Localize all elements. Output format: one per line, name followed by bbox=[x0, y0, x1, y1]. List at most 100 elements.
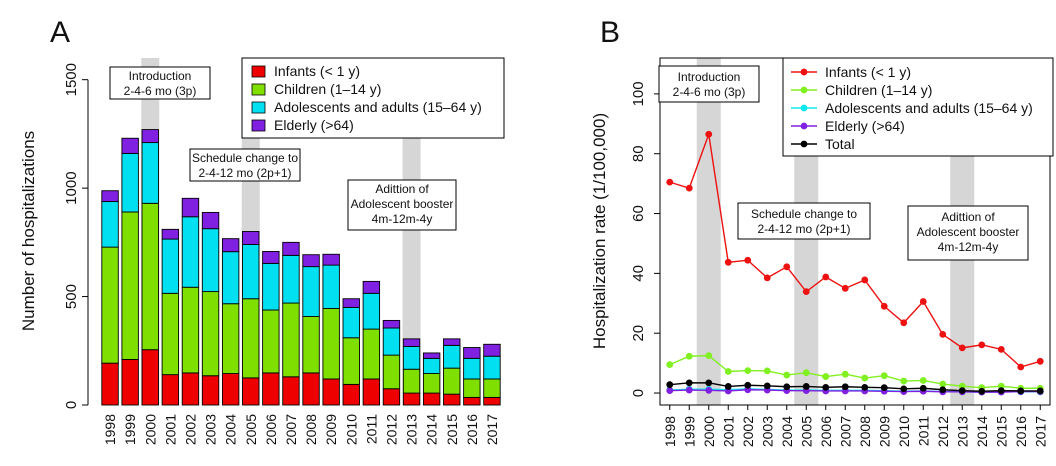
x-tick-label: 2002 bbox=[740, 416, 756, 447]
bar-segment bbox=[262, 262, 280, 311]
bar-segment bbox=[483, 355, 501, 380]
data-point bbox=[1036, 357, 1044, 365]
y-tick-label: 40 bbox=[630, 265, 647, 282]
data-point bbox=[1017, 387, 1025, 395]
bar-segment bbox=[201, 228, 220, 293]
legend-label: Children (1–14 y) bbox=[825, 82, 932, 98]
legend-label: Total bbox=[825, 136, 855, 152]
x-tick-label: 2001 bbox=[162, 414, 178, 445]
data-point bbox=[939, 331, 947, 338]
bar-segment bbox=[282, 254, 300, 304]
bar-segment bbox=[422, 392, 441, 406]
bar-segment bbox=[101, 246, 119, 364]
bar-segment bbox=[382, 388, 401, 406]
legend-label: Elderly (>64) bbox=[825, 118, 905, 134]
bar-segment bbox=[141, 349, 159, 406]
data-point bbox=[841, 383, 849, 391]
bar-segment bbox=[322, 264, 340, 309]
bar-segment bbox=[322, 308, 340, 380]
bar-segment bbox=[161, 374, 180, 406]
annotation-box bbox=[737, 202, 871, 240]
x-tick-label: 2011 bbox=[915, 416, 931, 446]
bar-segment bbox=[443, 344, 461, 369]
bar-segment bbox=[422, 357, 441, 375]
x-tick-label: 2001 bbox=[720, 416, 736, 447]
x-tick-label: 2000 bbox=[701, 416, 717, 447]
stacked-bar-chart: 0 500 1000 1500 Number of hospitalizations 19… bbox=[19, 57, 505, 445]
bar-segment bbox=[302, 316, 320, 374]
highlight-band bbox=[402, 58, 421, 405]
x-tick-label: 2009 bbox=[876, 416, 892, 447]
panel-label-b: B bbox=[600, 16, 620, 49]
bar-segment bbox=[221, 373, 240, 406]
bar-segment bbox=[282, 302, 300, 378]
bar-segment bbox=[181, 197, 200, 218]
bar-segment bbox=[382, 354, 401, 390]
data-point bbox=[666, 178, 674, 186]
data-point bbox=[685, 352, 693, 360]
data-point bbox=[685, 184, 693, 192]
legend-swatch bbox=[251, 83, 266, 96]
panel-label-a: A bbox=[50, 16, 70, 49]
y-tick-label: 1000 bbox=[63, 171, 80, 204]
data-point bbox=[978, 387, 986, 395]
bar-segment bbox=[402, 392, 421, 406]
data-point bbox=[978, 341, 986, 349]
data-point bbox=[900, 319, 908, 327]
data-point bbox=[666, 381, 674, 389]
bar-segment bbox=[242, 298, 260, 379]
bar-segment bbox=[161, 292, 180, 376]
x-tick-label: 1999 bbox=[681, 416, 697, 447]
highlight-band bbox=[696, 58, 721, 405]
data-point bbox=[763, 274, 771, 282]
data-point bbox=[666, 387, 674, 395]
data-point bbox=[705, 386, 713, 394]
bar-segment bbox=[221, 238, 240, 253]
bar-segment bbox=[141, 142, 159, 204]
legend-label: Elderly (>64) bbox=[274, 117, 354, 133]
bar-segment bbox=[262, 372, 280, 406]
x-tick-label: 2006 bbox=[818, 416, 834, 447]
annotation-box bbox=[109, 66, 211, 100]
x-tick-label: 2010 bbox=[896, 416, 912, 447]
x-tick-label: 1999 bbox=[122, 414, 138, 445]
bar-segment bbox=[302, 266, 320, 317]
legend-swatch bbox=[251, 65, 266, 78]
data-point bbox=[783, 263, 791, 271]
x-tick-label: 2005 bbox=[798, 416, 814, 447]
data-point bbox=[841, 370, 849, 378]
bar-segment bbox=[101, 190, 119, 203]
legend-marker bbox=[800, 68, 808, 76]
data-point bbox=[880, 302, 888, 310]
data-point bbox=[783, 371, 791, 379]
x-tick-label: 2000 bbox=[142, 414, 158, 445]
legend-swatch bbox=[251, 119, 266, 132]
annotation-text: 2-4-12 mo (2p+1) bbox=[198, 166, 291, 180]
data-point bbox=[822, 273, 830, 281]
bar-segment bbox=[201, 291, 220, 377]
data-point bbox=[997, 345, 1005, 353]
data-point bbox=[900, 377, 908, 385]
bar-segment bbox=[181, 216, 200, 288]
x-tick-label: 2013 bbox=[954, 416, 970, 447]
bar-segment bbox=[322, 253, 340, 266]
data-point bbox=[724, 368, 732, 375]
data-point bbox=[919, 298, 927, 305]
x-tick-label: 2003 bbox=[759, 416, 775, 447]
annotation-text: Adittion of bbox=[375, 182, 429, 196]
bar-segment bbox=[463, 396, 481, 406]
data-point bbox=[880, 384, 888, 392]
x-tick-label: 2007 bbox=[283, 414, 299, 445]
x-tick-label: 2010 bbox=[343, 414, 359, 445]
bar-segment bbox=[382, 319, 401, 329]
data-point bbox=[861, 383, 869, 391]
data-point bbox=[666, 361, 674, 369]
y-tick-label: 0 bbox=[63, 401, 80, 409]
data-point bbox=[822, 383, 830, 391]
legend-marker bbox=[800, 104, 808, 112]
bar-segment bbox=[342, 298, 360, 308]
bar-segment bbox=[322, 378, 340, 406]
legend-label: Infants (< 1 y) bbox=[274, 63, 360, 79]
bar-segment bbox=[342, 337, 360, 385]
